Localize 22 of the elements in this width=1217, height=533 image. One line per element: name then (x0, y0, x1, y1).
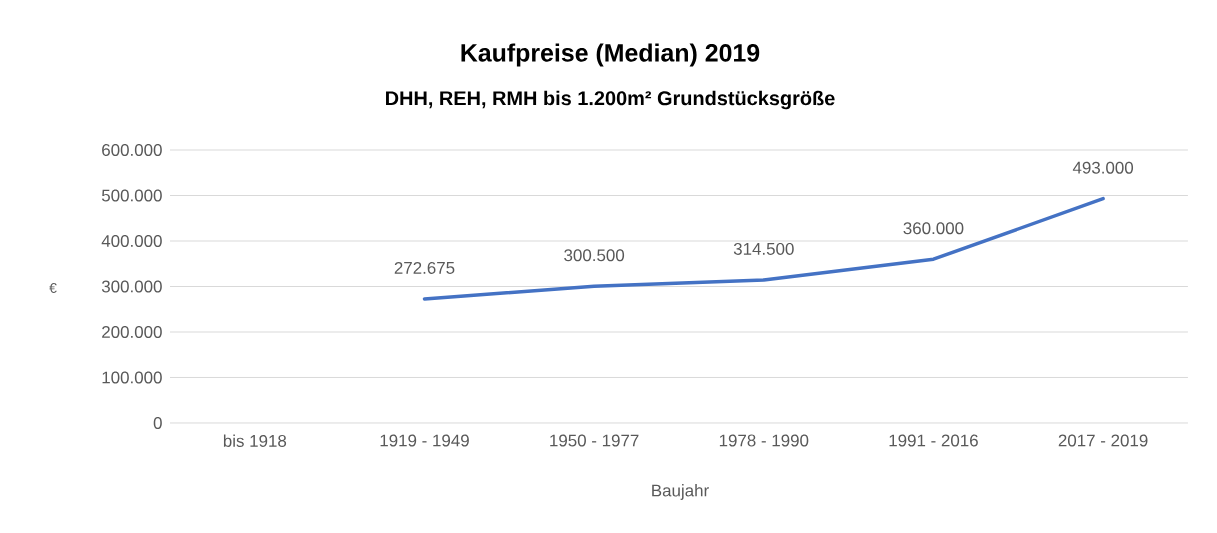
chart-subtitle: DHH, REH, RMH bis 1.200m² Grundstücksgröße (386, 90, 835, 110)
x-tick-label: 2017 - 2019 (1058, 434, 1148, 447)
y-tick-label: 0 (153, 416, 162, 429)
y-tick-label: 300.000 (101, 280, 162, 293)
chart-title: Kaufpreise (Median) 2019 (461, 43, 760, 67)
x-tick-label: 1978 - 1990 (719, 434, 809, 447)
x-tick-label: 1919 - 1949 (380, 434, 469, 447)
x-tick-label: bis 1918 (223, 434, 287, 447)
data-label: 360.000 (903, 222, 964, 235)
data-label: 300.500 (564, 249, 625, 262)
y-axis-title: € (49, 283, 57, 293)
y-tick-label: 500.000 (101, 189, 162, 202)
data-label: 314.500 (733, 242, 794, 255)
data-label: 493.000 (1072, 161, 1134, 174)
y-tick-label: 200.000 (102, 325, 162, 338)
y-tick-label: 400.000 (101, 234, 162, 247)
x-tick-label: 1950 - 1977 (550, 434, 639, 447)
y-tick-label: 600.000 (102, 143, 162, 156)
data-label: 272.675 (394, 261, 455, 274)
x-tick-label: 1991 - 2016 (889, 434, 978, 447)
x-axis-title: Baujahr (652, 484, 709, 500)
y-tick-label: 100.000 (102, 371, 162, 384)
